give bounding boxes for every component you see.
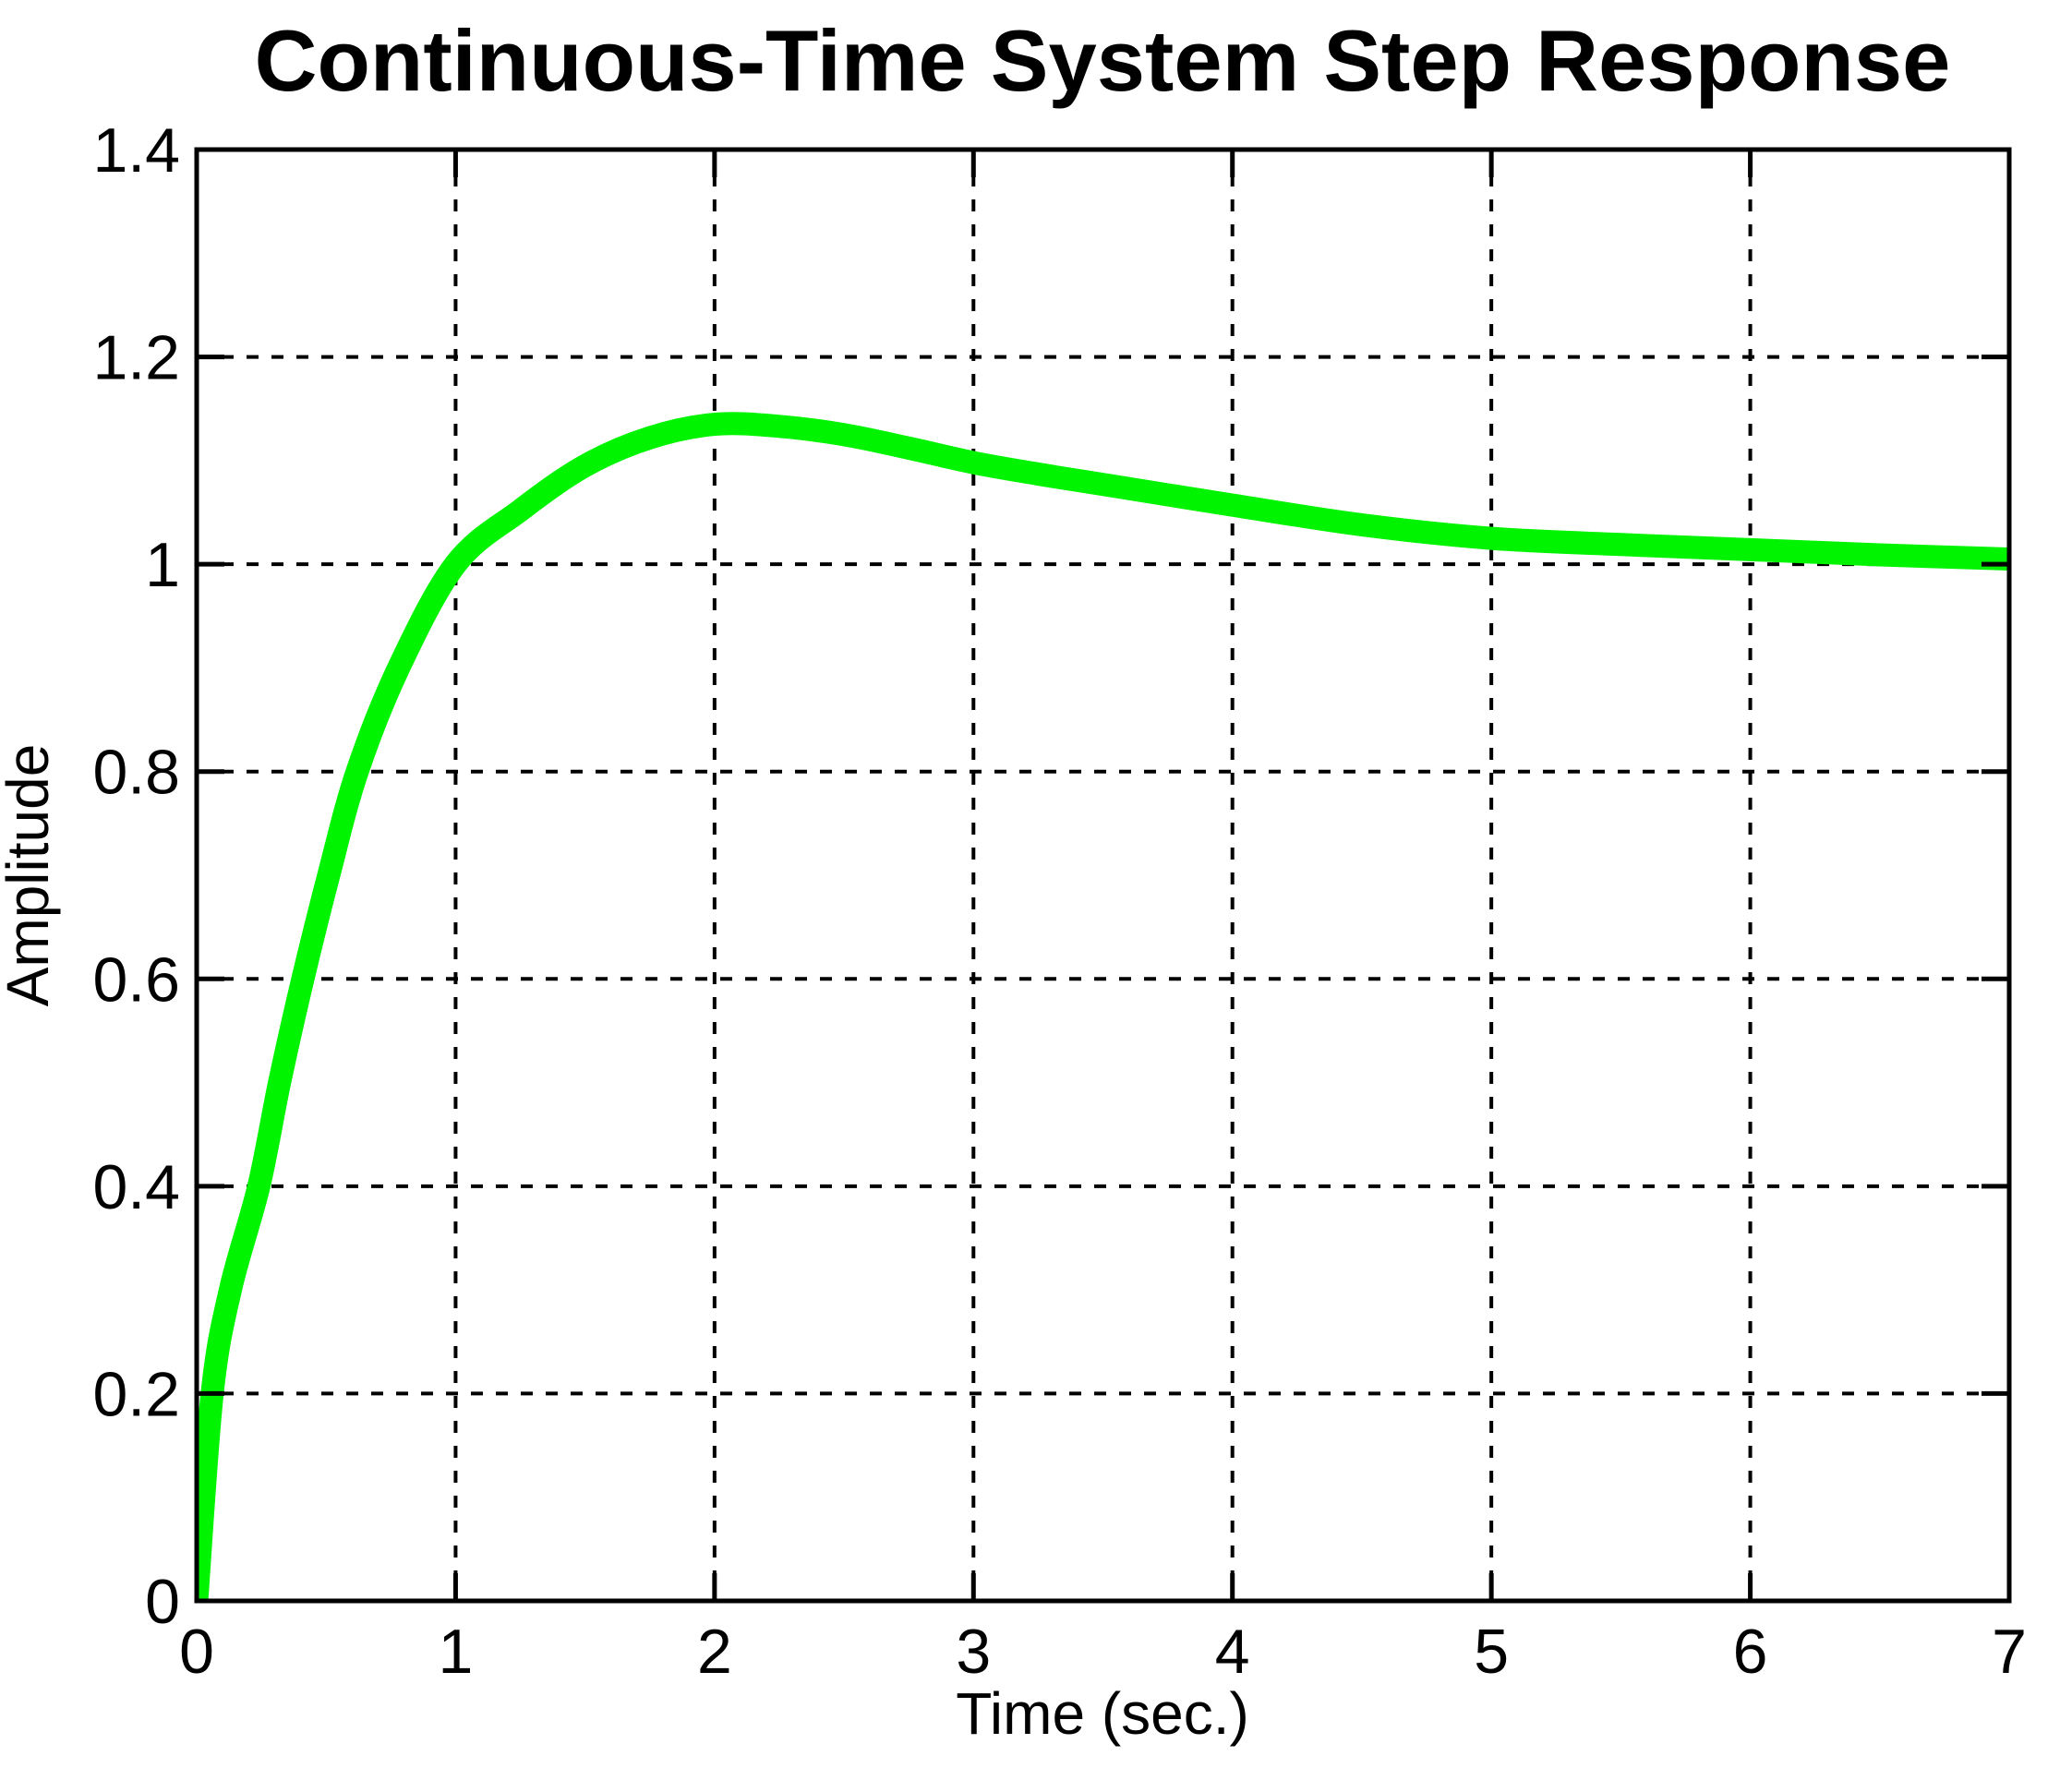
response-curve: [197, 412, 2009, 1601]
x-tick-label: 4: [1215, 1617, 1250, 1687]
y-tick-label: 1.4: [92, 115, 180, 186]
y-tick-label: 1: [145, 530, 180, 600]
x-tick-label: 5: [1474, 1617, 1509, 1687]
x-tick-label: 6: [1733, 1617, 1768, 1687]
x-tick-label: 7: [1992, 1617, 2027, 1687]
x-tick-label: 1: [439, 1617, 474, 1687]
plot-border: [194, 147, 2012, 1604]
x-tick-labels: 0 1 2 3 4 5 6 7: [179, 1617, 2027, 1687]
tick-marks: [194, 147, 2012, 1604]
y-tick-label: 0.6: [92, 944, 180, 1015]
y-tick-label: 0: [145, 1567, 180, 1637]
y-tick-label: 0.2: [92, 1359, 180, 1429]
y-tick-label: 1.2: [92, 323, 180, 393]
y-axis-label: Amplitude: [0, 744, 61, 1007]
y-tick-label: 0.8: [92, 738, 180, 808]
x-tick-label: 3: [956, 1617, 991, 1687]
x-tick-label: 2: [697, 1617, 732, 1687]
chart-title: Continuous-Time System Step Response: [255, 12, 1951, 109]
y-tick-labels: 0 0.2 0.4 0.6 0.8 1 1.2 1.4: [92, 115, 180, 1637]
x-tick-label: 0: [179, 1617, 214, 1687]
y-tick-label: 0.4: [92, 1152, 180, 1222]
grid-lines: [197, 150, 2009, 1601]
x-axis-label: Time (sec.): [956, 1680, 1249, 1747]
